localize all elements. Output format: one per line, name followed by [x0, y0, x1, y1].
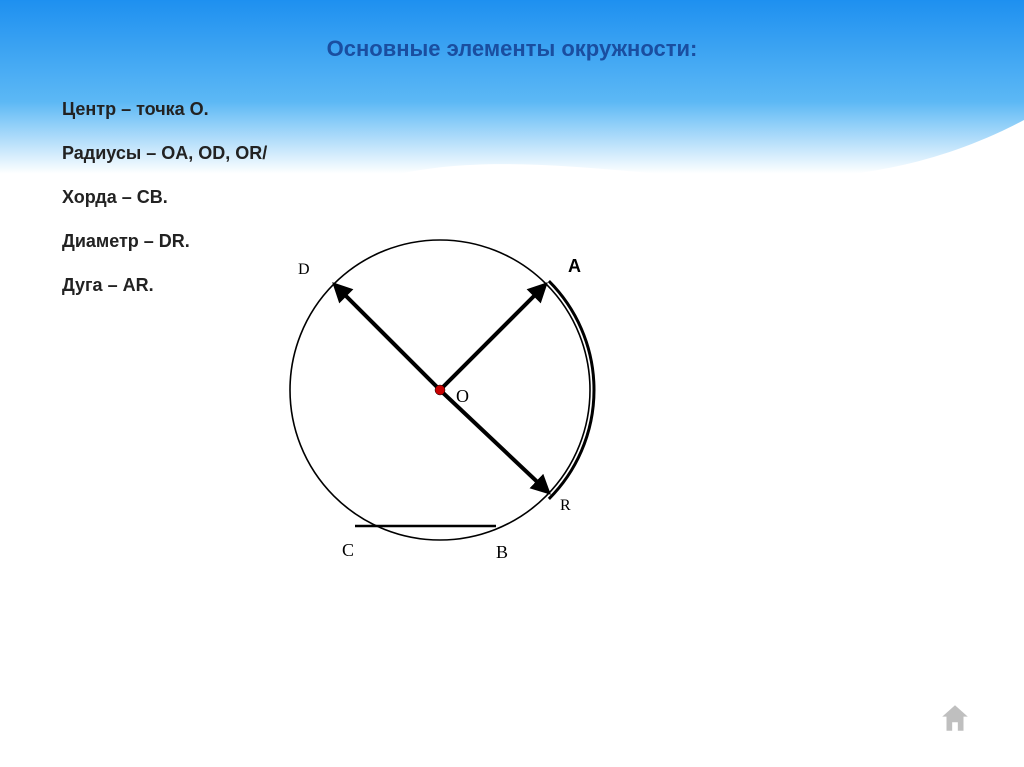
svg-text:O: O [456, 386, 469, 406]
svg-text:A: A [568, 256, 581, 276]
bullet-radii: Радиусы – OA, OD, OR/ [62, 136, 267, 170]
svg-text:D: D [298, 261, 310, 278]
circle-diagram: A D O R B C [230, 230, 650, 590]
home-icon[interactable] [938, 701, 972, 735]
svg-text:B: B [496, 542, 508, 562]
slide: Основные элементы окружности: Центр – то… [0, 0, 1024, 767]
svg-text:R: R [560, 497, 571, 514]
svg-text:C: C [342, 540, 354, 560]
slide-title: Основные элементы окружности: [0, 36, 1024, 62]
bullet-chord: Хорда – CB. [62, 180, 267, 214]
bullet-center: Центр – точка О. [62, 92, 267, 126]
